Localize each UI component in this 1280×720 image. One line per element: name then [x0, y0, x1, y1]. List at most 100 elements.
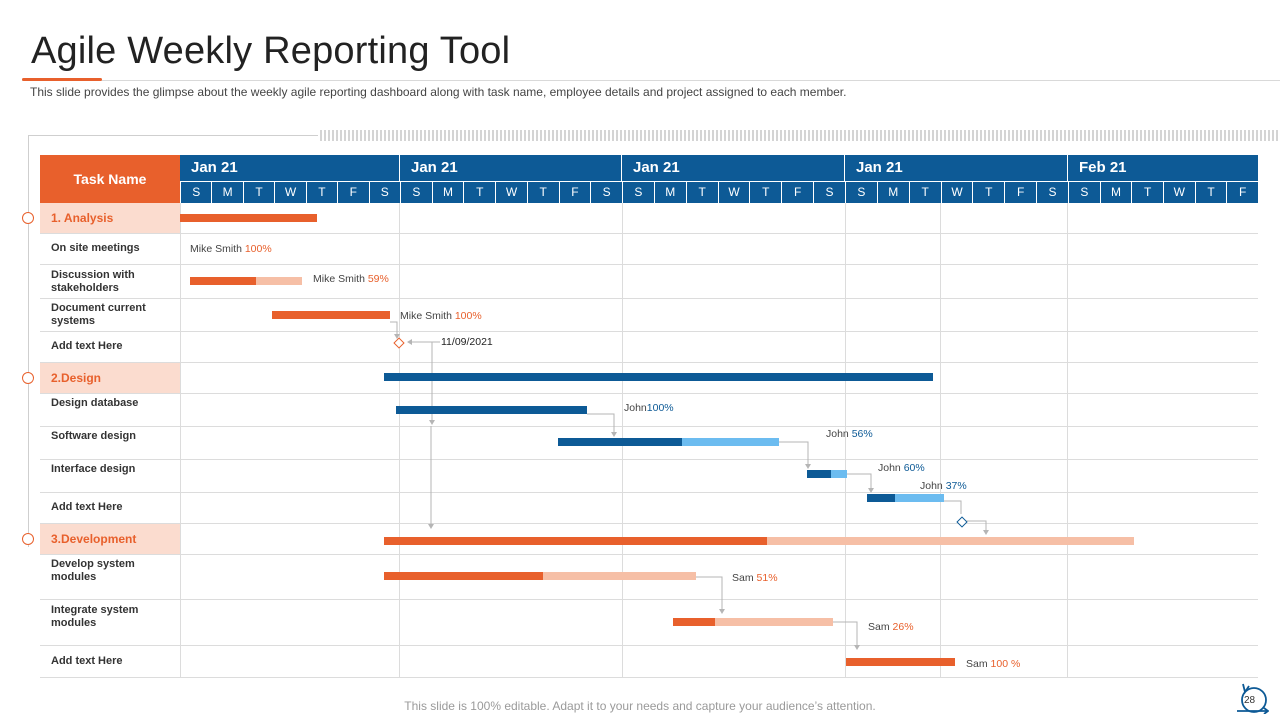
bar-annotation: Mike Smith 100%	[190, 243, 272, 255]
document-systems-bar	[272, 311, 390, 319]
assignee-name: Sam	[732, 572, 757, 584]
percent-complete: 56%	[851, 428, 873, 440]
phase-row-bg	[40, 203, 180, 233]
design-phase-bar	[384, 373, 933, 381]
task-label: Document current systems	[51, 302, 146, 327]
day-header-cell: S	[180, 182, 212, 203]
row-divider	[40, 233, 1258, 234]
discussion-bar-progress	[190, 277, 257, 285]
percent-complete: 100%	[646, 402, 674, 414]
day-header-cell: T	[305, 182, 338, 203]
percent-complete: 26%	[892, 621, 914, 633]
software-design-bar-progress	[558, 438, 682, 446]
bar-annotation: John100%	[624, 402, 674, 414]
row-divider	[40, 393, 1258, 394]
day-header-cell: W	[274, 182, 306, 203]
day-header-cell: T	[749, 182, 782, 203]
milestone-date: 11/09/2021	[441, 336, 493, 348]
day-header-cell: M	[431, 182, 464, 203]
assignee-name: John	[920, 480, 946, 492]
day-header-cell: F	[337, 182, 369, 203]
phase-marker-circle	[22, 372, 34, 384]
milestone-diamond	[393, 337, 405, 349]
assignee-name: John	[878, 462, 904, 474]
percent-complete: 59%	[367, 273, 389, 285]
row-divider	[40, 362, 1258, 363]
day-header-cell: W	[940, 182, 973, 203]
integrate-modules-bar-track	[673, 618, 833, 626]
day-header-cell: S	[622, 182, 654, 203]
day-header-cell: S	[1036, 182, 1068, 203]
interface-design-bar-track	[807, 470, 847, 478]
phase-row-bg	[40, 524, 180, 554]
task-label: Add text Here	[51, 340, 123, 352]
phase-marker-circle	[22, 533, 34, 545]
task-label: Add text Here	[51, 501, 123, 513]
day-header-cell: S	[1068, 182, 1100, 203]
phase-marker-circle	[22, 212, 34, 224]
discussion-bar-track	[190, 277, 302, 285]
assignee-name: John	[624, 402, 647, 414]
day-header-cell: F	[781, 182, 814, 203]
assignee-name: Mike Smith	[190, 243, 245, 255]
percent-complete: 100 %	[990, 658, 1021, 670]
row-divider	[40, 599, 1258, 600]
bar-annotation: John 56%	[826, 428, 873, 440]
percent-complete: 60%	[903, 462, 925, 474]
assignee-name: Sam	[868, 621, 893, 633]
interface-design-bar-progress	[807, 470, 831, 478]
page-title: Agile Weekly Reporting Tool	[31, 30, 511, 72]
day-header-cell: F	[1226, 182, 1258, 203]
title-accent-bar	[22, 78, 102, 81]
development-final-bar	[846, 658, 955, 666]
phase-label-design: 2.Design	[51, 371, 102, 385]
task-label: Add text Here	[51, 655, 123, 667]
page-number: 28	[1244, 695, 1256, 706]
phase-row-bg	[40, 363, 180, 393]
task-label: Interface design	[51, 463, 136, 475]
day-header-cell: W	[495, 182, 527, 203]
frame-top-line	[28, 135, 318, 136]
develop-modules-bar-track	[384, 572, 696, 580]
task-label: Design database	[51, 397, 139, 409]
page-number-icon	[1237, 683, 1269, 714]
day-header-cell: S	[813, 182, 845, 203]
interface-design-bar-2-track	[867, 494, 944, 502]
row-divider	[40, 492, 1258, 493]
day-header-cell: W	[1163, 182, 1195, 203]
day-header-cell: T	[908, 182, 941, 203]
development-phase-bar-progress	[384, 537, 767, 545]
day-header-cell: M	[876, 182, 909, 203]
development-phase-bar-track	[384, 537, 1134, 545]
column-divider	[180, 203, 181, 677]
assignee-name: Mike Smith	[313, 273, 368, 285]
month-header-2: Jan 21	[400, 155, 622, 181]
integrate-modules-bar-progress	[673, 618, 715, 626]
assignee-name: Sam	[966, 658, 991, 670]
row-divider	[40, 523, 1258, 524]
day-header-cell: T	[1194, 182, 1227, 203]
design-database-bar	[396, 406, 587, 414]
percent-complete: 100%	[244, 243, 272, 255]
task-label: Integrate system modules	[51, 604, 139, 629]
percent-complete: 51%	[756, 572, 778, 584]
day-header-cell: T	[972, 182, 1005, 203]
day-header-cell: M	[211, 182, 243, 203]
assignee-name: Mike Smith	[400, 310, 455, 322]
column-divider	[940, 203, 941, 677]
day-header-cell: M	[1099, 182, 1132, 203]
day-header-cell: W	[717, 182, 750, 203]
task-label: On site meetings	[51, 242, 140, 254]
row-divider	[40, 426, 1258, 427]
footer-note: This slide is 100% editable. Adapt it to…	[404, 699, 876, 713]
milestone-date-text: 11/09/2021	[441, 336, 493, 348]
milestone-diamond	[956, 516, 968, 528]
column-divider	[1067, 203, 1068, 677]
software-design-bar-track	[558, 438, 779, 446]
analysis-phase-bar	[180, 214, 317, 222]
day-header-cell: F	[558, 182, 591, 203]
frame-left-line	[28, 135, 29, 547]
day-header-cell: S	[368, 182, 400, 203]
day-header-cell: T	[1131, 182, 1163, 203]
